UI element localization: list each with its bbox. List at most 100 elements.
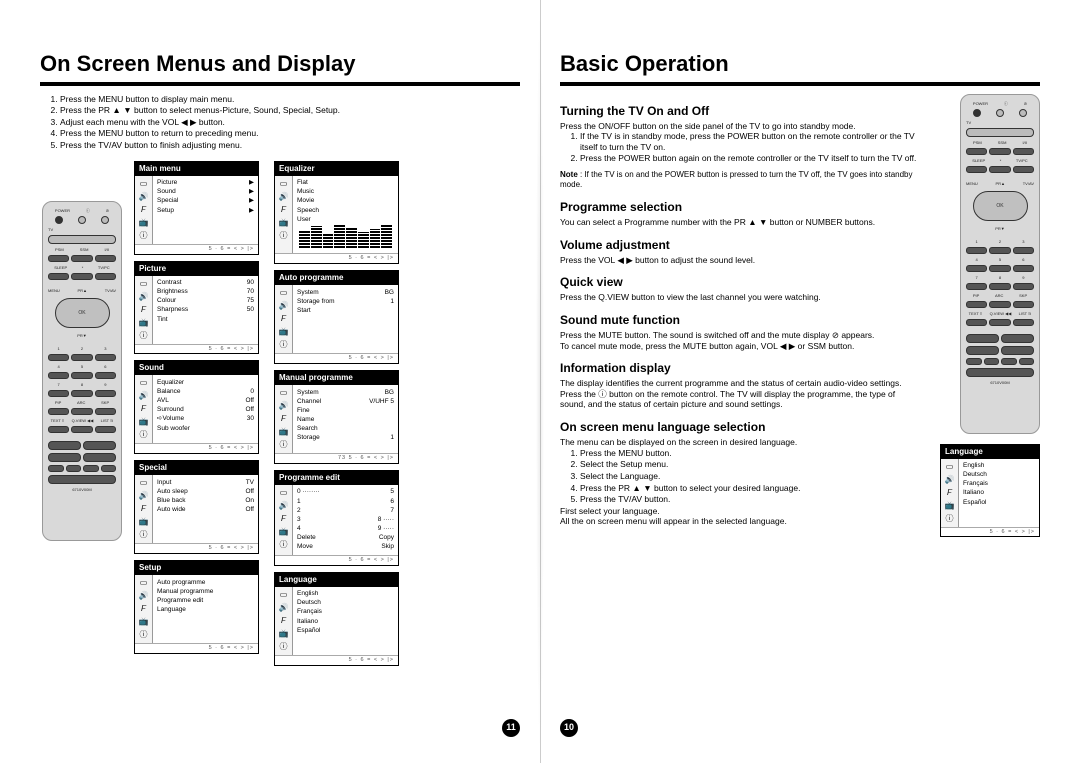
section-heading: Quick view xyxy=(560,275,922,290)
osd-header: Special xyxy=(135,461,258,475)
osd-category-icon: 𝐹 xyxy=(279,616,289,626)
osd-category-icon: ⓘ xyxy=(139,630,149,640)
remote-label: Q.VIEW ◀◀ xyxy=(990,311,1012,316)
osd-item: Manual programme xyxy=(157,587,254,596)
osd-item: Contrast90 xyxy=(157,279,254,288)
osd-category-icon: ▭ xyxy=(139,279,149,289)
osd-category-icon: ▭ xyxy=(279,179,289,189)
section-text: The menu can be displayed on the screen … xyxy=(560,437,922,448)
osd-header: Programme edit xyxy=(275,471,398,485)
osd-item: Setup▶ xyxy=(157,206,254,215)
section-text: To cancel mute mode, press the MUTE butt… xyxy=(560,341,922,352)
section-heading: Sound mute function xyxy=(560,313,922,328)
osd-item: Storage from1 xyxy=(297,297,394,306)
remote-label: SLEEP xyxy=(972,158,985,163)
osd-item: Español xyxy=(297,626,394,635)
osd-panel: Picture▭🔊𝐹📺ⓘContrast90Brightness70Colour… xyxy=(134,261,259,355)
osd-item: 38 ····· xyxy=(297,515,394,524)
osd-header: Auto programme xyxy=(275,271,398,285)
osd-column-1: Main menu▭🔊𝐹📺ⓘPicture▶Sound▶Special▶Setu… xyxy=(134,161,264,672)
osd-item: Equalizer xyxy=(157,378,254,387)
osd-item: SystemBG xyxy=(297,288,394,297)
osd-header: Picture xyxy=(135,262,258,276)
remote-label: LIST ≡i xyxy=(1019,311,1032,316)
osd-category-icon: 𝐹 xyxy=(139,604,149,614)
osd-footer: 5 · 6 = < > |> xyxy=(275,353,398,363)
osd-item: Français xyxy=(963,480,1035,489)
osd-category-icon: ▭ xyxy=(139,578,149,588)
section-steps: Press the MENU button.Select the Setup m… xyxy=(560,448,922,505)
remote-label: SLEEP xyxy=(54,265,67,270)
osd-category-icon: 🔊 xyxy=(139,192,149,202)
section-heading: Programme selection xyxy=(560,200,922,215)
osd-category-icon: ⓘ xyxy=(139,530,149,540)
section-text: All the on screen menu will appear in th… xyxy=(560,516,922,527)
osd-item: English xyxy=(297,590,394,599)
osd-header: Setup xyxy=(135,561,258,575)
osd-item: Special▶ xyxy=(157,197,254,206)
remote-label: TV/PC xyxy=(98,265,110,270)
osd-category-icon: 🔊 xyxy=(279,501,289,511)
osd-category-icon: 𝐹 xyxy=(279,414,289,424)
osd-category-icon: 📺 xyxy=(279,218,289,228)
remote-label: ARC xyxy=(995,293,1003,298)
remote-label: PR▲ xyxy=(62,288,103,293)
osd-category-icon: ▭ xyxy=(279,590,289,600)
section-heading: Turning the TV On and Off xyxy=(560,104,922,119)
osd-category-icon: ⓘ xyxy=(279,440,289,450)
osd-item: Colour75 xyxy=(157,297,254,306)
osd-footer: 73 5 · 6 = < > |> xyxy=(275,453,398,463)
osd-item: Programme edit xyxy=(157,596,254,605)
osd-category-icon: ⓘ xyxy=(279,340,289,350)
osd-panel: Language▭🔊𝐹📺ⓘEnglishDeutschFrançaisItali… xyxy=(274,572,399,666)
remote-label: TEXT ≡ xyxy=(51,418,65,423)
osd-category-icon: 𝐹 xyxy=(139,305,149,315)
osd-item: DeleteCopy xyxy=(297,534,394,543)
osd-footer: 5 · 6 = < > |> xyxy=(135,543,258,553)
remote-label: PSM xyxy=(55,247,64,252)
section-steps: If the TV is in standby mode, press the … xyxy=(560,131,922,164)
osd-footer: 5 · 6 = < > |> xyxy=(135,443,258,453)
step: Select the Setup menu. xyxy=(580,459,922,470)
section-text: You can select a Programme number with t… xyxy=(560,217,922,228)
remote-label: TV xyxy=(966,120,971,125)
left-instructions: Press the MENU button to display main me… xyxy=(40,94,520,151)
osd-category-icon: 𝐹 xyxy=(139,404,149,414)
remote-label: PR▼ xyxy=(77,333,87,338)
section-text: Press the VOL ◀ ▶ button to adjust the s… xyxy=(560,255,922,266)
osd-item: ChannelV/UHF 5 xyxy=(297,397,394,406)
osd-category-icon: ⓘ xyxy=(279,231,289,241)
remote-column: POWERⓘ⊘ TV PSMSSMI/II SLEEP*TV/PC MENUPR… xyxy=(40,161,124,672)
section-text: The display identifies the current progr… xyxy=(560,378,922,389)
remote-label: TV xyxy=(48,227,53,232)
osd-footer: 5 · 6 = < > |> xyxy=(135,344,258,354)
osd-item: Deutsch xyxy=(963,471,1035,480)
osd-category-icon: ▭ xyxy=(279,388,289,398)
step: Press the TV/AV button to finish adjusti… xyxy=(60,140,520,151)
osd-category-icon: 📺 xyxy=(139,318,149,328)
step: Press the MENU button to return to prece… xyxy=(60,128,520,139)
osd-item: SystemBG xyxy=(297,388,394,397)
osd-item: Sound▶ xyxy=(157,188,254,197)
osd-item: Fine xyxy=(297,406,394,415)
remote-label: PR▲ xyxy=(980,181,1021,186)
remote-label: POWER xyxy=(55,208,70,213)
step: Adjust each menu with the VOL ◀ ▶ button… xyxy=(60,117,520,128)
right-text-column: Turning the TV On and OffPress the ON/OF… xyxy=(560,94,928,538)
osd-category-icon: 📺 xyxy=(139,218,149,228)
osd-category-icon: 🔊 xyxy=(279,192,289,202)
step: Press the MENU button to display main me… xyxy=(60,94,520,105)
osd-category-icon: ⓘ xyxy=(279,540,289,550)
section-heading: Information display xyxy=(560,361,922,376)
left-columns: POWERⓘ⊘ TV PSMSSMI/II SLEEP*TV/PC MENUPR… xyxy=(40,161,520,672)
osd-item: Auto wideOff xyxy=(157,506,254,515)
osd-item: Blue backOn xyxy=(157,497,254,506)
osd-item: Français xyxy=(297,608,394,617)
osd-category-icon: ⓘ xyxy=(279,642,289,652)
osd-panel: Sound▭🔊𝐹📺ⓘEqualizerBalance0AVLOffSurroun… xyxy=(134,360,259,454)
page-title-right: Basic Operation xyxy=(560,50,1040,86)
step: If the TV is in standby mode, press the … xyxy=(580,131,922,152)
osd-item: English xyxy=(963,462,1035,471)
section-note: Note : If the TV is on and the POWER but… xyxy=(560,170,922,190)
remote-label: POWER xyxy=(973,101,988,106)
